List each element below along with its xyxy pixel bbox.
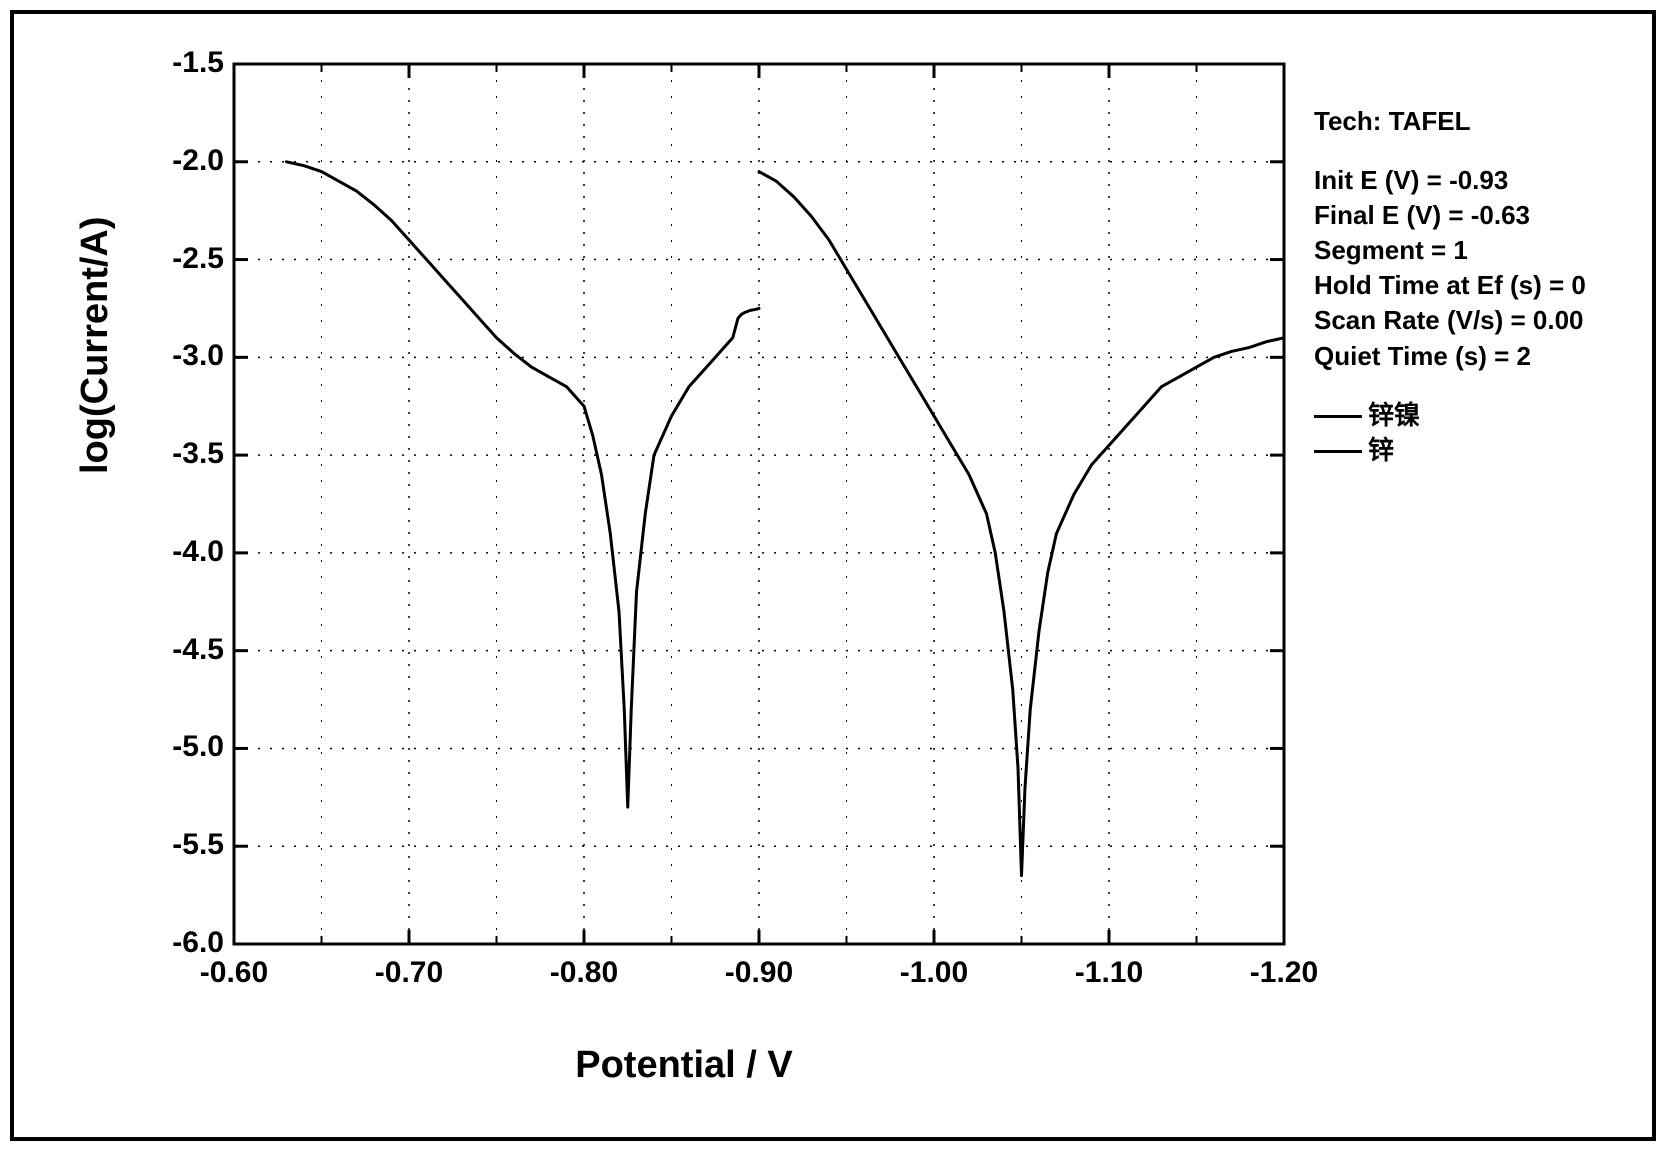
- plot-wrap: log(Current/A) Potential / V -1.5-2.0-2.…: [84, 44, 1634, 1124]
- param-line: Init E (V) = -0.93: [1314, 163, 1666, 198]
- x-tick-label: -0.80: [534, 956, 634, 990]
- legend-item: 锌: [1314, 433, 1666, 468]
- param-line: Segment = 1: [1314, 233, 1666, 268]
- param-line: Hold Time at Ef (s) = 0: [1314, 268, 1666, 303]
- x-tick-label: -0.70: [359, 956, 459, 990]
- y-axis-label: log(Current/A): [74, 216, 117, 474]
- x-tick-label: -0.60: [184, 956, 284, 990]
- legend-label: 锌: [1368, 435, 1394, 465]
- y-tick-label: -2.5: [144, 242, 224, 276]
- legend-swatch-icon: [1314, 415, 1362, 418]
- x-tick-label: -1.10: [1059, 956, 1159, 990]
- legend-item: 锌镍: [1314, 398, 1666, 433]
- x-tick-label: -1.00: [884, 956, 984, 990]
- y-tick-label: -3.5: [144, 437, 224, 471]
- y-tick-label: -5.0: [144, 730, 224, 764]
- legend-label: 锌镍: [1368, 400, 1420, 430]
- y-tick-label: -3.0: [144, 339, 224, 373]
- x-tick-label: -0.90: [709, 956, 809, 990]
- y-tick-label: -6.0: [144, 926, 224, 960]
- y-tick-label: -2.0: [144, 144, 224, 178]
- y-tick-label: -4.5: [144, 633, 224, 667]
- x-axis-label: Potential / V: [84, 1044, 1284, 1087]
- tech-label: Tech: TAFEL: [1314, 104, 1666, 139]
- param-line: Quiet Time (s) = 2: [1314, 339, 1666, 374]
- param-line: Final E (V) = -0.63: [1314, 198, 1666, 233]
- info-panel: Tech: TAFEL Init E (V) = -0.93 Final E (…: [1314, 104, 1666, 468]
- x-tick-label: -1.20: [1234, 956, 1334, 990]
- y-tick-label: -5.5: [144, 828, 224, 862]
- param-line: Scan Rate (V/s) = 0.00: [1314, 303, 1666, 338]
- legend-swatch-icon: [1314, 450, 1362, 453]
- y-tick-label: -1.5: [144, 46, 224, 80]
- outer-frame: log(Current/A) Potential / V -1.5 -2.0 -2.…: [10, 10, 1656, 1141]
- y-tick-label: -4.0: [144, 535, 224, 569]
